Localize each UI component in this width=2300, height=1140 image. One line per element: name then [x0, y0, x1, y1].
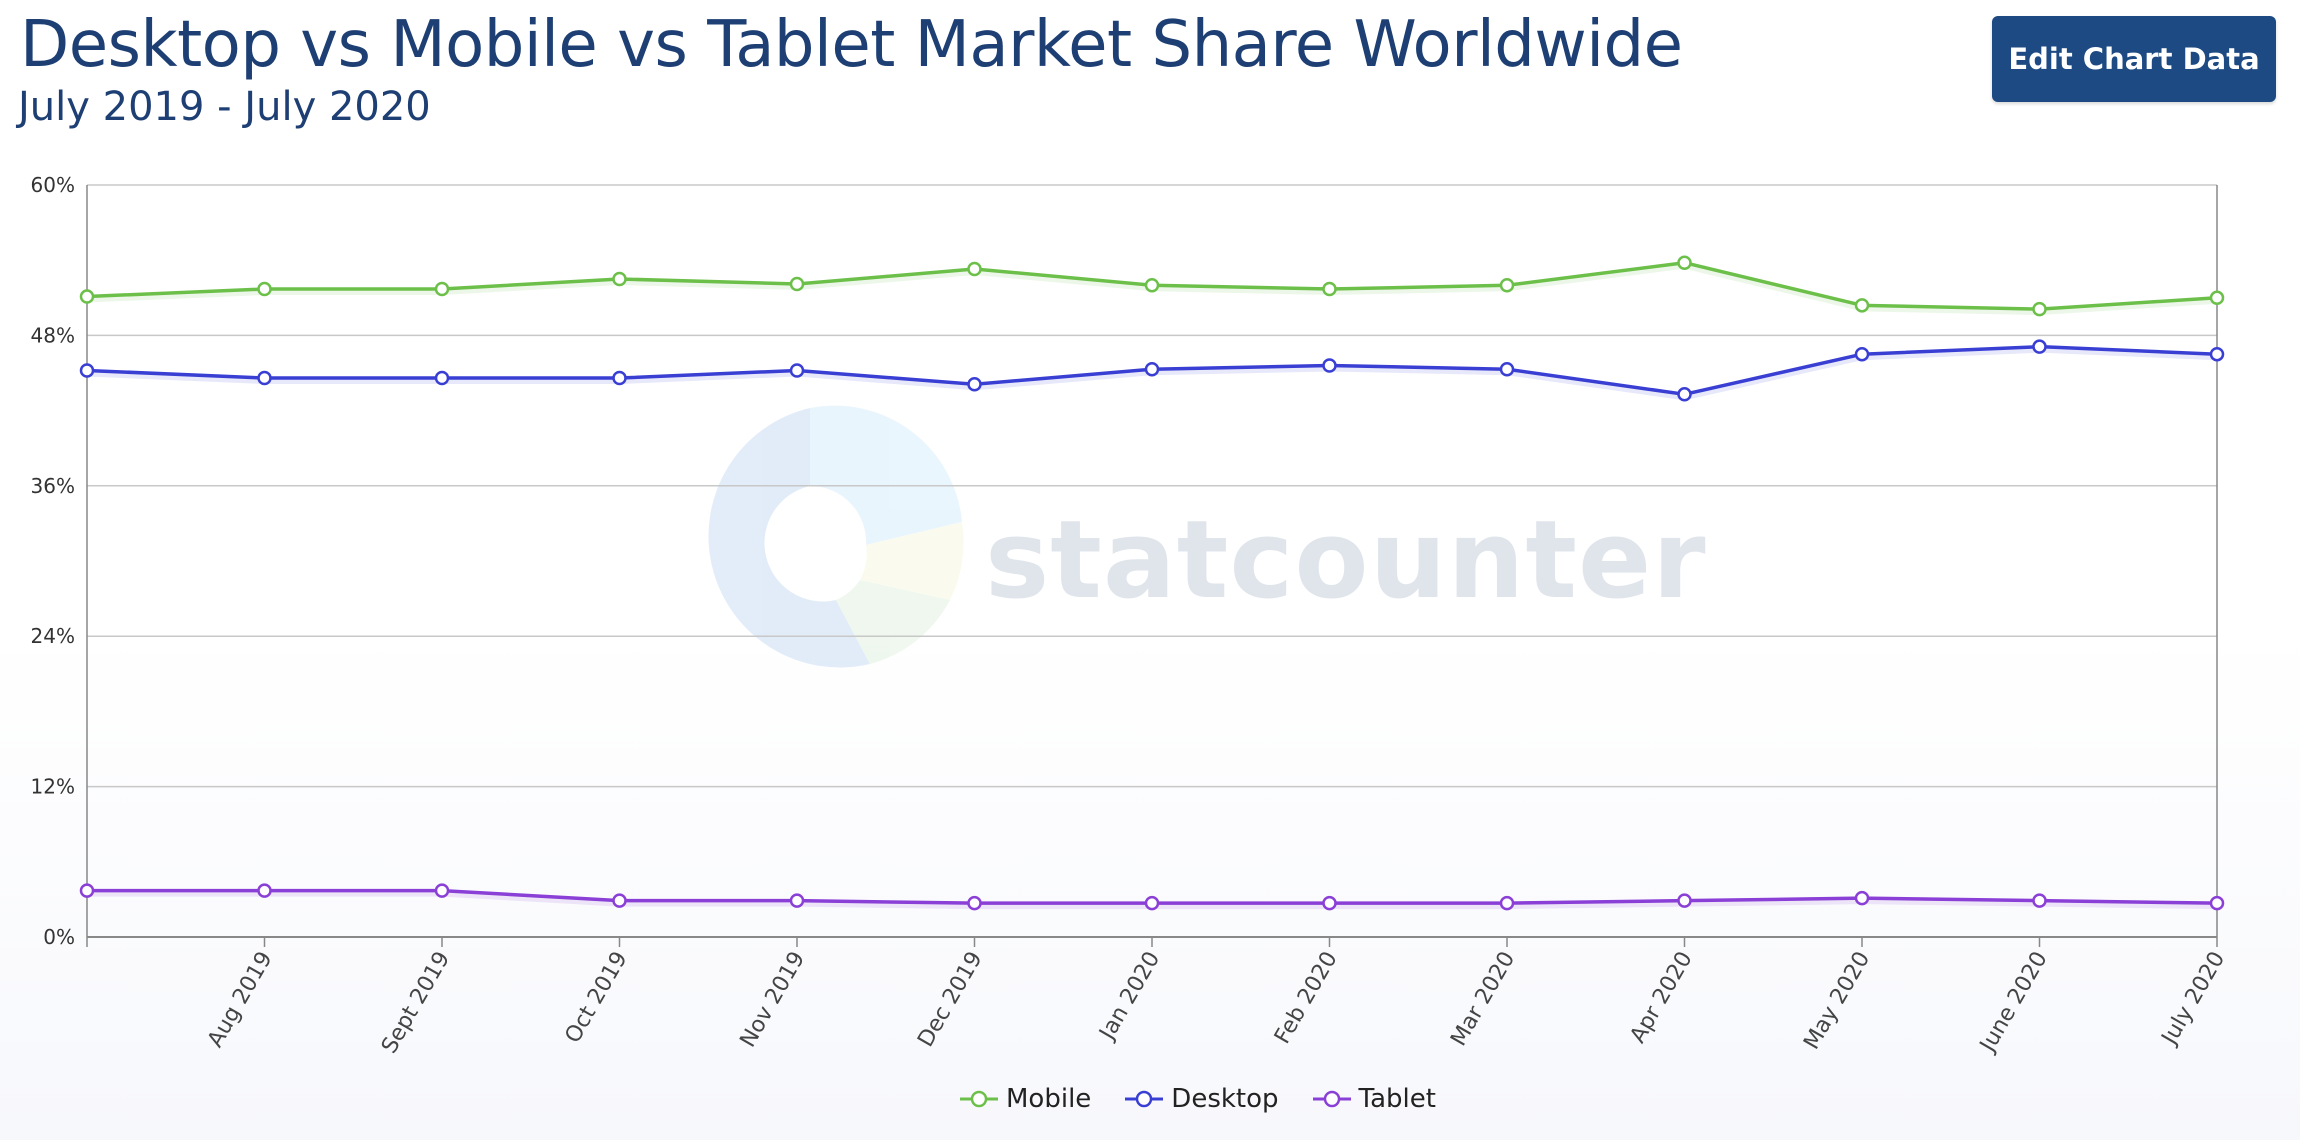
data-point-tablet [434, 883, 450, 898]
chart-title: Desktop vs Mobile vs Tablet Market Share… [20, 8, 1683, 82]
data-point-mobile [2209, 290, 2225, 306]
data-point-tablet [257, 883, 272, 898]
data-point-mobile [1499, 278, 1515, 293]
data-point-desktop [612, 370, 627, 386]
x-tick-label: June 2020 [1975, 948, 2053, 1058]
y-tick-label: 48% [31, 323, 75, 347]
chart-legend: Mobile Desktop Tablet [960, 1084, 1436, 1114]
data-point-desktop [434, 370, 450, 386]
legend-item-desktop[interactable]: Desktop [1125, 1084, 1279, 1114]
x-tick-label: Oct 2019 [561, 948, 633, 1048]
data-point-desktop [79, 363, 95, 378]
x-tick-label: Jan 2020 [1094, 948, 1165, 1046]
data-point-desktop [1677, 387, 1692, 402]
legend-label-tablet: Tablet [1358, 1084, 1436, 1114]
series-tablet [79, 883, 2225, 911]
x-tick-label: Apr 2020 [1626, 948, 1698, 1048]
data-point-tablet [1854, 890, 1870, 906]
data-point-mobile [967, 261, 982, 277]
data-point-tablet [1322, 895, 1337, 911]
data-point-tablet [789, 893, 805, 908]
y-tick-label: 36% [31, 474, 75, 498]
data-point-desktop [1499, 361, 1515, 377]
data-point-tablet [1677, 893, 1692, 908]
x-tick-label: Feb 2020 [1270, 948, 1343, 1049]
data-point-desktop [789, 363, 805, 378]
data-point-tablet [612, 893, 627, 908]
data-point-tablet [2209, 895, 2225, 911]
series-mobile [79, 255, 2225, 317]
x-tick-label: July 2020 [2156, 948, 2230, 1051]
data-point-tablet [1144, 895, 1160, 911]
x-tick-label: Mar 2020 [1446, 948, 1520, 1051]
data-point-desktop [1322, 358, 1337, 373]
data-point-mobile [1854, 298, 1870, 313]
series-desktop [79, 339, 2225, 402]
y-tick-label: 0% [43, 925, 75, 949]
legend-label-mobile: Mobile [1006, 1084, 1092, 1114]
data-point-mobile [434, 281, 450, 297]
data-point-tablet [967, 895, 982, 911]
legend-tablet-marker-icon [1312, 1090, 1351, 1108]
x-tick-label: Aug 2019 [203, 948, 278, 1052]
data-point-mobile [1144, 278, 1160, 293]
data-point-tablet [1499, 895, 1515, 911]
legend-desktop-marker-icon [1125, 1090, 1164, 1108]
x-tick-label: Sept 2019 [377, 948, 455, 1058]
x-tick-label: May 2020 [1799, 948, 1875, 1054]
data-point-desktop [967, 377, 982, 392]
data-point-tablet [79, 883, 95, 898]
legend-item-mobile[interactable]: Mobile [960, 1084, 1091, 1114]
data-point-desktop [257, 370, 272, 386]
data-point-desktop [1854, 346, 1870, 362]
y-tick-label: 12% [31, 775, 75, 799]
data-point-mobile [79, 289, 95, 304]
statcounter-watermark: statcounter [985, 498, 1707, 623]
legend-item-tablet[interactable]: Tablet [1312, 1084, 1436, 1114]
chart-subtitle: July 2019 - July 2020 [18, 84, 431, 130]
edit-chart-data-button[interactable]: Edit Chart Data [1992, 16, 2276, 102]
data-point-mobile [1322, 281, 1337, 297]
statcounter-logo-icon [708, 405, 964, 668]
data-point-tablet [2032, 893, 2047, 908]
y-tick-label: 24% [31, 624, 75, 648]
data-point-desktop [2032, 339, 2047, 354]
data-point-mobile [257, 281, 272, 297]
data-point-desktop [2209, 346, 2225, 362]
x-tick-label: Dec 2019 [913, 948, 987, 1052]
legend-label-desktop: Desktop [1171, 1084, 1279, 1114]
data-point-desktop [1144, 361, 1160, 377]
legend-mobile-marker-icon [960, 1090, 998, 1108]
x-tick-label: Nov 2019 [736, 948, 811, 1052]
data-point-mobile [612, 271, 627, 287]
y-tick-label: 60% [31, 173, 75, 197]
data-point-mobile [2032, 301, 2047, 317]
data-point-mobile [1677, 255, 1692, 270]
data-point-mobile [789, 276, 805, 292]
